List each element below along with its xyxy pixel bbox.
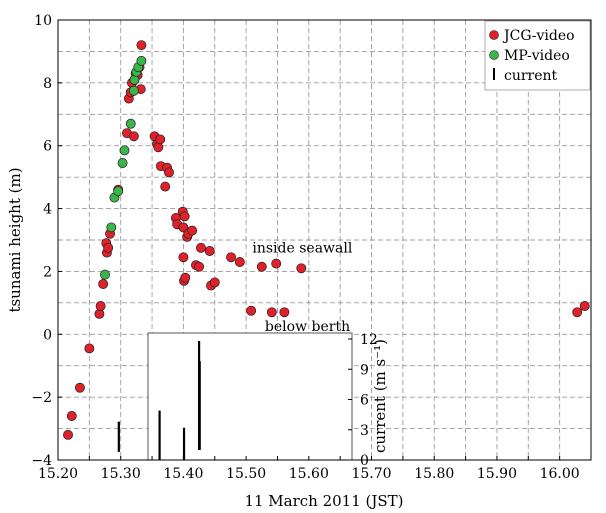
jcg-video-point bbox=[256, 261, 267, 272]
y-tick-label: 4 bbox=[43, 202, 52, 218]
y-tick-label: 8 bbox=[43, 76, 52, 92]
annotation-label: below berth bbox=[265, 319, 350, 335]
x-tick-label: 15.60 bbox=[289, 466, 329, 482]
jcg-video-point bbox=[178, 252, 189, 263]
jcg-video-point bbox=[209, 277, 220, 288]
jcg-video-point bbox=[155, 134, 166, 145]
jcg-video-point bbox=[128, 131, 139, 142]
mp-video-point bbox=[119, 145, 130, 156]
mp-video-point bbox=[117, 158, 128, 168]
legend-box bbox=[484, 20, 591, 91]
jcg-video-point bbox=[136, 40, 147, 51]
annotations: inside seawall below berth bbox=[252, 241, 352, 336]
x-axis-label: 11 March 2011 (JST) bbox=[244, 492, 403, 510]
x-tick-label: 15.30 bbox=[101, 466, 141, 482]
mp-video-point bbox=[113, 186, 124, 197]
jcg-video-point bbox=[296, 263, 307, 274]
y-tick-label: 10 bbox=[34, 13, 52, 29]
jcg-video-point bbox=[84, 343, 95, 354]
y-axis-label: tsunami height (m) bbox=[6, 167, 24, 312]
mp-video-point bbox=[100, 269, 110, 280]
x-tick-label: 15.50 bbox=[226, 466, 266, 482]
jcg-video-point bbox=[179, 211, 190, 222]
inset-y-axis-label: current (m s⁻¹) bbox=[371, 339, 389, 453]
y-tick-labels: −4 −2 0 2 4 6 8 10 bbox=[31, 13, 52, 469]
jcg-video-point bbox=[63, 429, 73, 440]
jcg-video-point bbox=[194, 261, 205, 272]
jcg-video-point bbox=[187, 225, 198, 236]
jcg-video-point bbox=[196, 242, 206, 253]
jcg-video-point bbox=[226, 252, 237, 263]
jcg-video-point bbox=[204, 246, 215, 256]
current-bars bbox=[117, 341, 201, 460]
x-tick-label: 15.20 bbox=[38, 466, 78, 482]
inset-y-tick-label: 0 bbox=[360, 453, 369, 469]
plot-frame bbox=[57, 19, 592, 461]
x-tick-label: 15.90 bbox=[477, 466, 517, 482]
legend-label-mp: MP-video bbox=[504, 48, 570, 64]
jcg-video-point bbox=[160, 181, 171, 192]
jcg-video-point bbox=[164, 167, 174, 178]
inset-y-tick-label: 9 bbox=[360, 362, 369, 378]
y-tick-label: 2 bbox=[43, 264, 52, 280]
legend-label-current: current bbox=[504, 68, 558, 84]
jcg-video-point bbox=[74, 382, 85, 393]
x-tick-label: 15.80 bbox=[414, 466, 454, 482]
jcg-video-point bbox=[234, 257, 245, 267]
x-tick-label: 15.70 bbox=[351, 466, 391, 482]
inset-y-tick-label: 6 bbox=[360, 393, 369, 409]
x-tick-label: 15.40 bbox=[163, 466, 203, 482]
jcg-video-point bbox=[95, 301, 106, 311]
legend-marker-jcg bbox=[489, 30, 499, 40]
legend-label-jcg: JCG-video bbox=[502, 28, 575, 44]
tick-marks bbox=[57, 19, 592, 461]
mp-video-point bbox=[136, 55, 147, 66]
y-tick-label: 0 bbox=[43, 327, 52, 343]
inset-y-tick-label: 3 bbox=[360, 423, 369, 439]
jcg-video-point bbox=[246, 305, 257, 316]
jcg-video-point bbox=[66, 411, 77, 421]
jcg-video-point bbox=[266, 307, 277, 318]
y-tick-label: −4 bbox=[31, 453, 52, 469]
y-tick-label: 6 bbox=[43, 139, 52, 155]
jcg-video-point bbox=[579, 301, 590, 311]
x-tick-label: 16.00 bbox=[540, 466, 580, 482]
jcg-video-point bbox=[103, 242, 114, 253]
jcg-video-point bbox=[271, 258, 282, 269]
jcg-video-point bbox=[98, 279, 109, 289]
inset-frame bbox=[147, 332, 353, 461]
annotation-label: inside seawall bbox=[252, 241, 352, 257]
inset-y-tick-label: 12 bbox=[360, 332, 378, 348]
legend: JCG-video MP-video current bbox=[484, 20, 591, 91]
inset-panel: 0 3 6 9 12 bbox=[147, 332, 378, 469]
legend-marker-mp bbox=[489, 50, 499, 60]
data-points bbox=[63, 40, 590, 440]
mp-video-point bbox=[125, 118, 136, 129]
jcg-video-point bbox=[279, 307, 290, 318]
x-tick-labels: 15.20 15.30 15.40 15.50 15.60 15.70 15.80 15.90… bbox=[38, 466, 580, 482]
jcg-video-point bbox=[572, 307, 583, 318]
mp-video-point bbox=[106, 222, 117, 233]
jcg-video-point bbox=[180, 272, 191, 283]
y-tick-label: −2 bbox=[31, 390, 52, 406]
mp-video-point bbox=[128, 85, 139, 96]
